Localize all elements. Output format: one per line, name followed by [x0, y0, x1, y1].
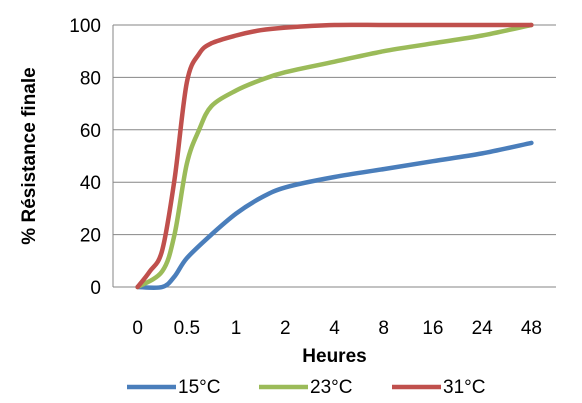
x-tick-label: 4	[329, 318, 340, 339]
x-tick-label: 16	[422, 318, 443, 339]
legend-label: 15°C	[178, 377, 220, 398]
series-line-2	[135, 22, 534, 290]
x-tick-label: 2	[280, 318, 291, 339]
x-axis-ticks: 0 0.5 1 2 4 8 16 24 48	[132, 318, 542, 339]
legend: 15°C 23°C 31°C	[127, 377, 485, 398]
x-tick-label: 48	[521, 318, 542, 339]
y-tick-label: 0	[90, 278, 101, 299]
x-tick-label: 8	[378, 318, 389, 339]
y-tick-label: 100	[69, 16, 101, 37]
x-axis-title: Heures	[302, 346, 366, 367]
legend-label: 31°C	[443, 377, 485, 398]
y-tick-label: 40	[80, 173, 101, 194]
y-tick-label: 60	[80, 121, 101, 142]
y-axis-ticks: 0 20 40 60 80 100	[69, 16, 101, 299]
y-axis-title: % Résistance finale	[19, 67, 40, 244]
series-lines	[135, 22, 534, 290]
x-tick-label: 0	[132, 318, 143, 339]
x-tick-label: 1	[231, 318, 242, 339]
y-tick-label: 80	[80, 68, 101, 89]
x-tick-label: 0.5	[174, 318, 200, 339]
x-tick-label: 24	[472, 318, 494, 339]
series-line-0	[135, 140, 534, 290]
y-tick-label: 20	[80, 226, 101, 247]
legend-label: 23°C	[310, 377, 352, 398]
series-line-1	[135, 22, 534, 290]
